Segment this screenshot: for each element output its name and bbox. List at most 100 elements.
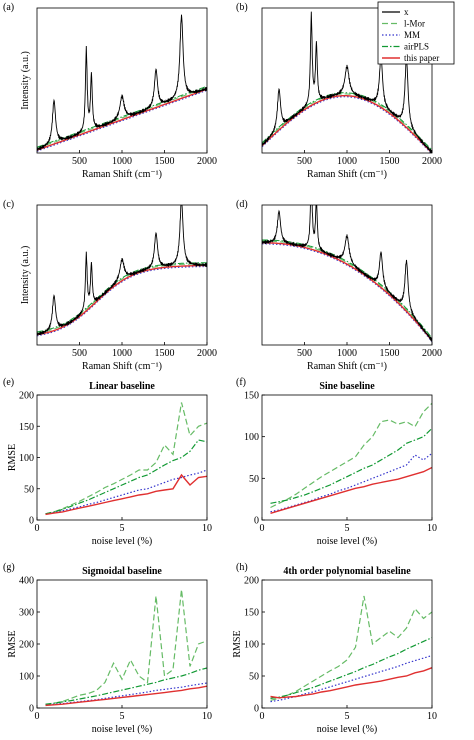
series-line-mm <box>270 654 432 703</box>
series-line-airpls <box>270 637 432 699</box>
x-tick-label: 1000 <box>337 156 357 167</box>
y-tick-label: 100 <box>244 640 259 651</box>
spectrum-line-x <box>37 14 207 152</box>
panel-label: (f) <box>236 377 246 388</box>
spectrum-line-x <box>37 205 207 336</box>
series-line-l-mor <box>270 595 432 701</box>
plot-area <box>262 205 432 343</box>
panel-label: (b) <box>236 2 248 13</box>
plot-area <box>37 14 207 152</box>
plot-area <box>37 205 207 337</box>
y-axis-label: RMSE <box>232 630 243 657</box>
x-axis-label: Raman Shift (cm⁻¹) <box>82 169 162 180</box>
panel-label: (h) <box>236 562 248 573</box>
x-axis-label: Raman Shift (cm⁻¹) <box>82 361 162 372</box>
baseline-l-mor <box>37 263 207 334</box>
y-axis-label: Intensity (a.u.) <box>20 51 31 110</box>
x-tick-label: 0 <box>35 523 40 534</box>
x-axis-label: noise level (%) <box>92 724 153 735</box>
y-tick-label: 0 <box>254 516 259 527</box>
series-line-this-paper <box>270 466 432 514</box>
series-line-this-paper <box>45 473 207 516</box>
baseline-mm <box>262 96 432 153</box>
chart-title: Sigmoidal baseline <box>82 566 162 577</box>
chart-title: Sine baseline <box>319 381 375 392</box>
y-tick-label: 300 <box>19 608 34 619</box>
x-tick-label: 2000 <box>422 348 442 359</box>
y-tick-label: 200 <box>19 640 34 651</box>
y-tick-label: 50 <box>249 474 259 485</box>
legend-label: x <box>404 7 409 17</box>
plot-area <box>270 402 432 514</box>
panel-label: (g) <box>3 562 15 573</box>
chart-title: 4th order polynomial baseline <box>283 566 411 577</box>
axes-frame <box>261 579 433 709</box>
y-tick-label: 400 <box>19 576 34 587</box>
x-tick-label: 5 <box>345 523 350 534</box>
x-tick-label: 1500 <box>155 156 175 167</box>
legend-label: MM <box>404 30 420 40</box>
panel-a: (a) 500 1000 1500 2000 Raman Shift (cm⁻¹) Inte… <box>3 2 217 180</box>
series-line-l-mor <box>45 589 207 706</box>
x-tick-label: 1500 <box>380 156 400 167</box>
panel-label: (c) <box>3 199 14 210</box>
series-line-airpls <box>45 439 207 515</box>
panel-b: (b) 500 1000 1500 2000 Raman Shift (cm⁻¹) <box>236 2 442 180</box>
baseline-mm <box>262 243 432 343</box>
x-tick-label: 500 <box>297 348 312 359</box>
series-line-l-mor <box>45 402 207 515</box>
x-axis-label: noise level (%) <box>317 536 378 547</box>
y-tick-label: 0 <box>254 704 259 715</box>
x-tick-label: 0 <box>260 523 265 534</box>
series-line-this-paper <box>270 667 432 699</box>
series-line-airpls <box>270 427 432 504</box>
axes-frame <box>261 394 433 521</box>
x-axis-label: noise level (%) <box>317 724 378 735</box>
x-tick-label: 1500 <box>155 348 175 359</box>
legend-label: airPLS <box>404 42 429 52</box>
plot-area <box>45 589 207 707</box>
legend-label: this paper <box>404 53 439 63</box>
y-tick-label: 100 <box>19 672 34 683</box>
panel-c: (c) 500 1000 1500 2000 Raman Shift (cm⁻¹) Inte… <box>3 199 217 372</box>
x-axis-label: noise level (%) <box>92 536 153 547</box>
panel-d: (d) 500 1000 1500 2000 Raman Shift (cm⁻¹) <box>236 199 442 372</box>
spectrum-line-x <box>262 11 432 153</box>
x-tick-label: 500 <box>297 156 312 167</box>
x-tick-label: 5 <box>120 523 125 534</box>
y-axis-label: RMSE <box>7 630 18 657</box>
legend-label: l-Mor <box>404 19 425 29</box>
x-axis-label: Raman Shift (cm⁻¹) <box>307 361 387 372</box>
x-tick-label: 10 <box>202 523 212 534</box>
axes-frame <box>36 394 208 521</box>
y-tick-label: 200 <box>244 576 259 587</box>
x-tick-label: 10 <box>427 523 437 534</box>
x-tick-label: 2000 <box>197 156 217 167</box>
y-tick-label: 150 <box>244 608 259 619</box>
x-axis-label: Raman Shift (cm⁻¹) <box>307 169 387 180</box>
panel-label: (a) <box>3 2 14 13</box>
series-line-airpls <box>45 667 207 705</box>
x-tick-label: 5 <box>120 711 125 722</box>
baseline-airpls <box>262 92 432 151</box>
x-tick-label: 0 <box>260 711 265 722</box>
series-line-this-paper <box>45 685 207 707</box>
x-tick-label: 500 <box>72 348 87 359</box>
panel-label: (e) <box>3 377 14 388</box>
x-tick-label: 5 <box>345 711 350 722</box>
x-tick-label: 500 <box>72 156 87 167</box>
plot-area <box>270 595 432 703</box>
axes-frame <box>36 7 208 154</box>
panel-label: (d) <box>236 199 248 210</box>
plot-area <box>262 11 432 153</box>
x-tick-label: 0 <box>35 711 40 722</box>
y-axis-label: Intensity (a.u.) <box>20 246 31 305</box>
x-tick-label: 1000 <box>112 348 132 359</box>
plot-area <box>45 402 207 516</box>
y-tick-label: 150 <box>244 391 259 402</box>
baseline-airpls <box>262 239 432 339</box>
